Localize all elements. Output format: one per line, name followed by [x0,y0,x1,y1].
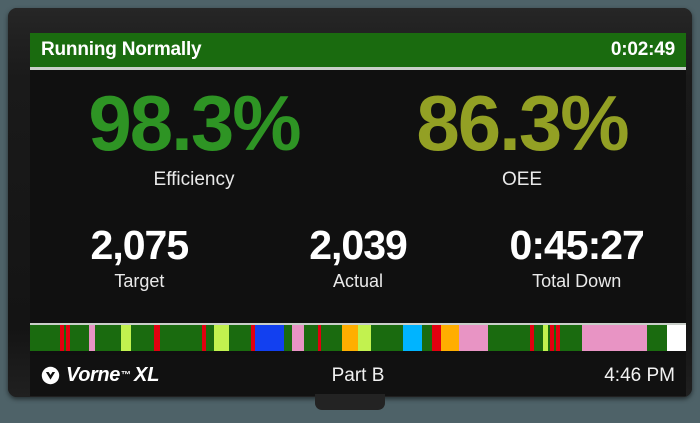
metric-target: 2,075 Target [30,221,249,305]
timeline-segment [201,325,207,351]
timeline-segment [317,325,322,351]
timeline-segment [667,325,686,351]
target-label: Target [114,271,165,291]
total-down-value: 0:45:27 [509,222,645,268]
timeline-segment [251,325,256,351]
timeline-segment [213,325,229,351]
production-display-screen: Running Normally 0:02:49 98.3% Efficienc… [30,33,686,396]
efficiency-value: 98.3% [88,79,301,167]
timeline-segment [206,325,214,351]
kpi-row: 98.3% Efficiency 86.3% OEE [30,79,686,204]
metric-row: 2,075 Target 2,039 Actual 0:45:27 Total … [30,221,686,305]
timeline-segment [291,325,305,351]
timeline-segment [459,325,488,351]
timeline-segment [533,325,544,351]
device-stand-foot [315,394,385,410]
metric-actual: 2,039 Actual [249,221,468,305]
timeline-segment [304,325,318,351]
timeline-segment [432,325,442,351]
oee-value: 86.3% [416,79,629,167]
timeline-segment [342,325,358,351]
timeline-segment [154,325,161,351]
timeline-segment [559,325,583,351]
timeline-segment [543,325,548,351]
timeline-segment [321,325,343,351]
timeline-segment [284,325,292,351]
brand-name: Vorne [66,364,120,386]
timeline-segment [402,325,422,351]
kpi-efficiency: 98.3% Efficiency [30,79,358,204]
brand-model: XL [133,364,160,386]
production-timeline [30,323,686,351]
vorne-v-circle-icon [41,366,60,385]
clock: 4:46 PM [604,364,675,386]
timeline-segment [357,325,371,351]
timeline-segment [130,325,155,351]
timeline-segment [228,325,252,351]
timeline-segment [529,325,534,351]
metric-total-down: 0:45:27 Total Down [467,221,686,305]
device-bezel: Running Normally 0:02:49 98.3% Efficienc… [8,8,692,397]
trademark-symbol: ™ [120,370,131,381]
timeline-segment [88,325,96,351]
efficiency-label: Efficiency [153,169,235,190]
timeline-segment [69,325,89,351]
timeline-segment [60,325,64,351]
timeline-segment [160,325,202,351]
target-value: 2,075 [90,222,190,268]
timeline-segment [582,325,647,351]
timeline-segment [255,325,285,351]
part-name: Part B [331,364,385,386]
timeline-segment [370,325,403,351]
actual-value: 2,039 [309,222,408,268]
brand-lockup: Vorne ™ XL [41,364,160,387]
timeline-segment [553,325,557,351]
timeline-segment [441,325,460,351]
oee-label: OEE [501,169,543,190]
timeline-segment [556,325,560,351]
kpi-oee: 86.3% OEE [358,79,686,204]
total-down-label: Total Down [532,271,622,291]
state-elapsed-timer: 0:02:49 [610,39,675,60]
header-divider [30,67,686,70]
timeline-segment [63,325,67,351]
timeline-segment [487,325,530,351]
timeline-segment [550,325,554,351]
timeline-segment [95,325,122,351]
timeline-segment [66,325,70,351]
timeline-segment [646,325,668,351]
timeline-segment [121,325,131,351]
timeline-segments [30,325,686,351]
timeline-segment [30,325,61,351]
timeline-divider [30,323,686,325]
machine-state-label: Running Normally [41,39,202,60]
status-bar: Running Normally 0:02:49 [30,33,686,67]
timeline-segment [421,325,433,351]
actual-label: Actual [332,271,384,291]
footer-bar: Vorne ™ XL Part B 4:46 PM [30,355,686,396]
timeline-segment [547,325,551,351]
